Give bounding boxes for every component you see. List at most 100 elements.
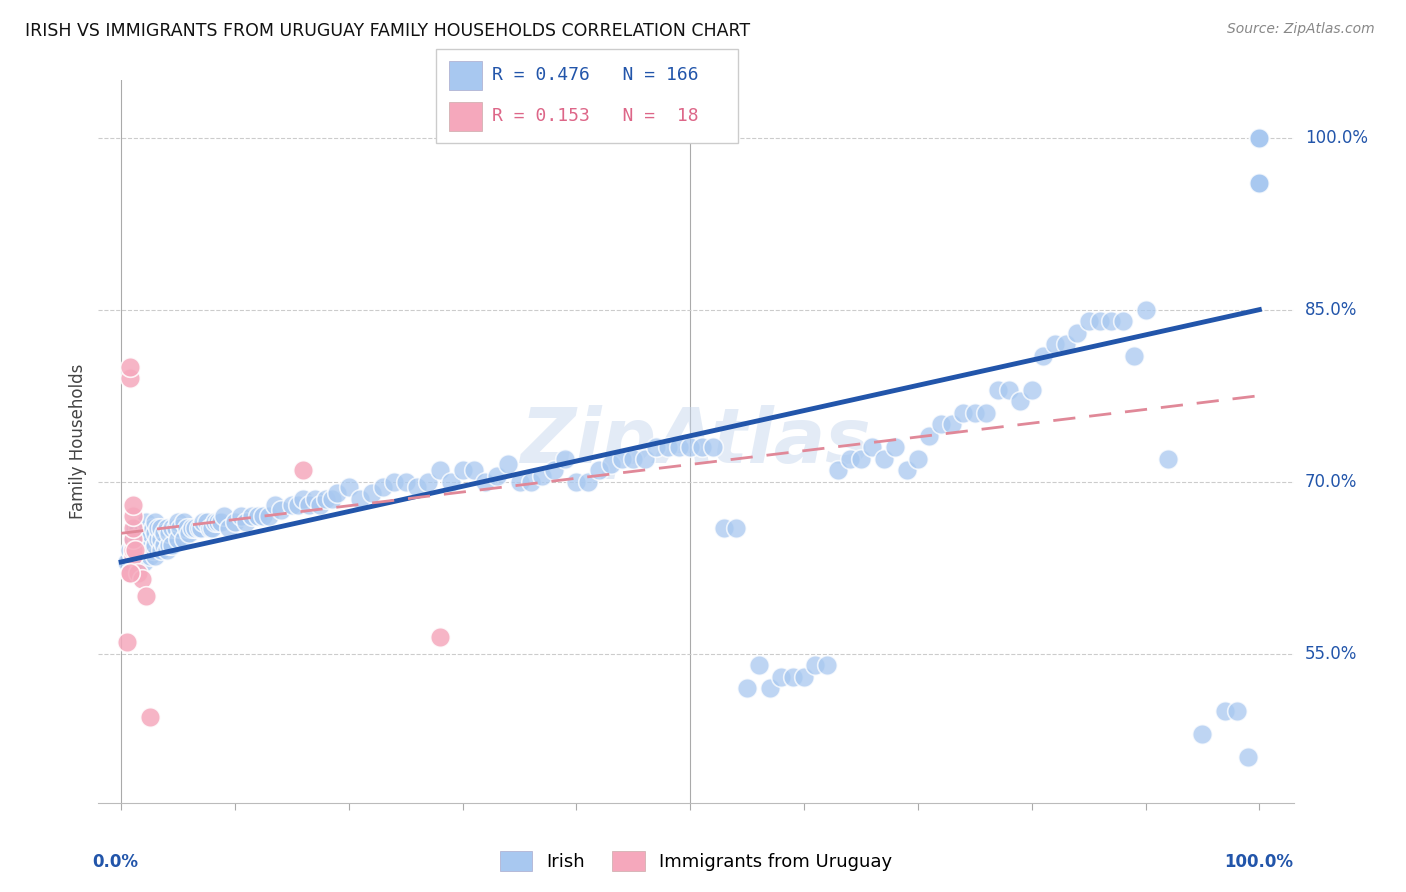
Point	[987, 383, 1010, 397]
Point	[429, 630, 451, 644]
Point	[1157, 451, 1180, 466]
Point	[146, 532, 169, 546]
Point	[748, 658, 770, 673]
Point	[138, 526, 160, 541]
Point	[1249, 130, 1271, 145]
Point	[1043, 337, 1066, 351]
Point	[143, 515, 166, 529]
Point	[120, 566, 142, 581]
Point	[132, 543, 155, 558]
Point	[304, 491, 326, 506]
Point	[115, 635, 138, 649]
Point	[135, 515, 157, 529]
Point	[337, 480, 360, 494]
Point	[1021, 383, 1043, 397]
Point	[207, 515, 229, 529]
Point	[1249, 177, 1271, 191]
Point	[429, 463, 451, 477]
Point	[321, 491, 343, 506]
Point	[127, 520, 149, 534]
Point	[132, 555, 155, 569]
Point	[315, 491, 337, 506]
Point	[531, 469, 554, 483]
Text: Source: ZipAtlas.com: Source: ZipAtlas.com	[1227, 22, 1375, 37]
Point	[131, 538, 153, 552]
Point	[360, 486, 382, 500]
Point	[131, 572, 153, 586]
Point	[218, 520, 240, 534]
Point	[157, 526, 180, 541]
Point	[463, 463, 485, 477]
Point	[782, 670, 804, 684]
Point	[873, 451, 896, 466]
Point	[142, 543, 165, 558]
Point	[1088, 314, 1111, 328]
Point	[292, 491, 315, 506]
Text: 100.0%: 100.0%	[1305, 128, 1368, 146]
Point	[121, 549, 143, 564]
Point	[131, 526, 153, 541]
Point	[621, 451, 644, 466]
Point	[974, 406, 997, 420]
Point	[1249, 130, 1271, 145]
Point	[554, 451, 576, 466]
Point	[884, 440, 907, 454]
Point	[143, 549, 166, 564]
Point	[1249, 177, 1271, 191]
Point	[121, 532, 143, 546]
Text: 100.0%: 100.0%	[1225, 854, 1294, 871]
Point	[645, 440, 668, 454]
Point	[349, 491, 371, 506]
Point	[120, 566, 142, 581]
Point	[1032, 349, 1054, 363]
Point	[165, 520, 187, 534]
Point	[150, 543, 173, 558]
Point	[212, 509, 235, 524]
Point	[907, 451, 929, 466]
Point	[281, 498, 304, 512]
Point	[204, 515, 226, 529]
Point	[190, 520, 212, 534]
Point	[599, 458, 621, 472]
Point	[121, 543, 143, 558]
Point	[252, 509, 274, 524]
Point	[292, 463, 315, 477]
Point	[157, 538, 180, 552]
Point	[138, 549, 160, 564]
Point	[1066, 326, 1088, 340]
Point	[201, 520, 224, 534]
Text: 85.0%: 85.0%	[1305, 301, 1357, 318]
Point	[576, 475, 599, 489]
Point	[132, 532, 155, 546]
Point	[127, 566, 149, 581]
Point	[120, 543, 142, 558]
Point	[838, 451, 860, 466]
Point	[120, 371, 142, 385]
Point	[588, 463, 610, 477]
Point	[257, 509, 280, 524]
Point	[146, 520, 169, 534]
Point	[1054, 337, 1077, 351]
Text: IRISH VS IMMIGRANTS FROM URUGUAY FAMILY HOUSEHOLDS CORRELATION CHART: IRISH VS IMMIGRANTS FROM URUGUAY FAMILY …	[25, 22, 751, 40]
Point	[371, 480, 394, 494]
Point	[918, 429, 941, 443]
Point	[929, 417, 952, 432]
Text: ZipAtlas: ZipAtlas	[520, 405, 872, 478]
Point	[1010, 394, 1032, 409]
Point	[827, 463, 849, 477]
Point	[121, 520, 143, 534]
Text: 0.0%: 0.0%	[93, 854, 138, 871]
Point	[941, 417, 963, 432]
Point	[759, 681, 782, 695]
Point	[224, 515, 246, 529]
Text: 55.0%: 55.0%	[1305, 645, 1357, 663]
Point	[209, 515, 232, 529]
Point	[451, 463, 474, 477]
Point	[143, 538, 166, 552]
Point	[1249, 177, 1271, 191]
Point	[187, 520, 209, 534]
Point	[418, 475, 440, 489]
Point	[121, 509, 143, 524]
Point	[1213, 704, 1236, 718]
Text: R = 0.153   N =  18: R = 0.153 N = 18	[492, 108, 699, 126]
